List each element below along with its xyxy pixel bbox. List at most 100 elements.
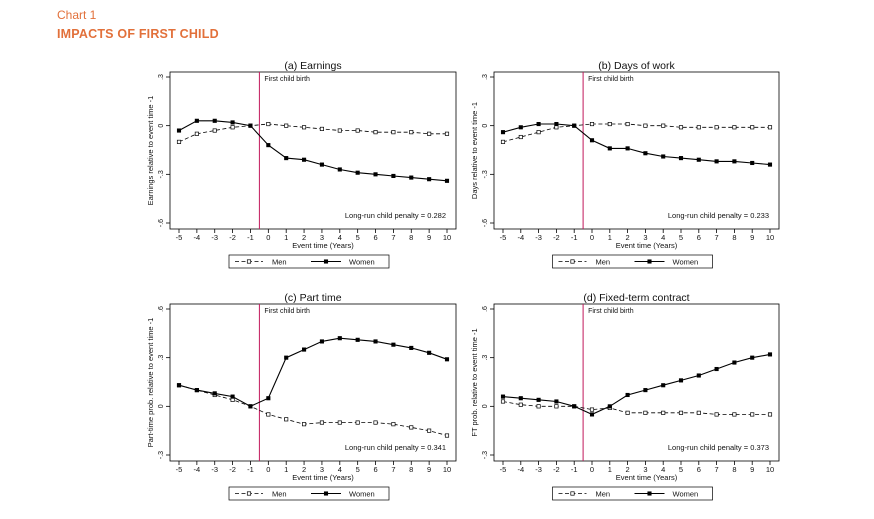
series-men <box>500 121 773 144</box>
y-tick-label: .3 <box>482 355 489 361</box>
x-tick-label: 9 <box>750 465 754 474</box>
data-point <box>194 388 199 393</box>
data-point <box>302 422 307 427</box>
x-tick-label: 0 <box>266 233 270 242</box>
legend-label-men: Men <box>596 258 611 267</box>
data-point <box>302 347 307 352</box>
data-point <box>625 146 630 151</box>
y-axis-label: Earnings relative to event time -1 <box>146 96 155 206</box>
data-point <box>427 350 432 355</box>
data-point <box>536 404 541 409</box>
legend-box <box>552 254 713 269</box>
x-tick-label: 6 <box>697 233 701 242</box>
data-point <box>732 412 737 417</box>
data-point <box>572 404 577 409</box>
data-point <box>444 131 450 136</box>
data-point <box>750 125 755 130</box>
data-point <box>696 410 701 415</box>
x-tick-label: 1 <box>284 465 288 474</box>
x-tick-label: -5 <box>176 465 183 474</box>
y-tick-label: -.6 <box>482 219 489 227</box>
x-axis-label: Event time (Years) <box>292 241 354 250</box>
x-tick-label: -1 <box>247 233 254 242</box>
data-point <box>176 383 182 388</box>
x-tick-label: 4 <box>338 233 342 242</box>
x-tick-label: -1 <box>571 465 578 474</box>
chart-panel: (d) Fixed-term contract .6 .3 0 -.3 FT prob. … <box>470 292 780 501</box>
data-point <box>750 160 755 166</box>
legend-box <box>552 486 713 501</box>
legend-marker-women <box>323 259 329 264</box>
data-point <box>750 355 755 360</box>
data-point <box>732 125 737 130</box>
legend-marker-men <box>570 491 575 496</box>
y-tick-label: .3 <box>158 355 165 361</box>
y-axis-label: Part-time prob. relative to event time -… <box>146 318 155 448</box>
x-axis-label: Event time (Years) <box>292 473 354 482</box>
data-point <box>767 125 773 130</box>
data-point <box>661 410 666 415</box>
x-tick-label: 6 <box>373 465 377 474</box>
series-men <box>500 399 773 417</box>
legend-label-women: Women <box>673 490 699 499</box>
data-point <box>444 178 450 183</box>
x-tick-label: 2 <box>626 233 630 242</box>
legend-label-women: Women <box>673 258 699 267</box>
data-point <box>625 410 630 415</box>
series-women <box>500 352 773 417</box>
data-point <box>319 162 324 167</box>
data-point <box>391 173 396 179</box>
data-point <box>518 134 523 140</box>
data-point <box>767 412 773 417</box>
x-tick-label: 9 <box>427 465 431 474</box>
x-axis-label: Event time (Years) <box>616 241 678 250</box>
data-point <box>678 410 684 415</box>
data-point <box>518 125 523 130</box>
data-point <box>625 392 630 398</box>
y-tick-label: -.3 <box>158 451 165 459</box>
data-point <box>643 410 648 415</box>
x-tick-label: 9 <box>750 233 754 242</box>
penalty-annotation: Long-run child penalty = 0.341 <box>345 443 446 452</box>
series-women <box>176 118 450 183</box>
data-point <box>607 146 612 151</box>
data-point <box>337 128 342 133</box>
data-point <box>284 123 289 128</box>
plot-frame <box>169 303 457 462</box>
x-tick-label: 0 <box>590 233 594 242</box>
data-point <box>643 388 648 393</box>
data-point <box>284 355 289 360</box>
data-point <box>678 378 684 383</box>
x-tick-label: 6 <box>373 233 377 242</box>
data-point <box>284 417 289 422</box>
x-tick-label: -3 <box>211 233 218 242</box>
data-point <box>212 391 217 396</box>
x-tick-label: 0 <box>590 465 594 474</box>
y-tick-label: -.3 <box>482 451 489 459</box>
data-point <box>589 138 595 143</box>
data-point <box>337 167 342 172</box>
data-point <box>625 121 630 127</box>
x-tick-label: -4 <box>194 233 201 242</box>
data-point <box>714 412 719 417</box>
y-tick-label: 0 <box>482 124 489 128</box>
series-women <box>500 121 773 167</box>
data-point <box>355 337 360 342</box>
x-tick-label: 5 <box>679 465 683 474</box>
series-women <box>176 336 450 409</box>
x-tick-label: -2 <box>229 465 236 474</box>
chart-title: (c) Part time <box>284 292 341 304</box>
data-point <box>444 357 450 362</box>
x-tick-label: -2 <box>553 465 560 474</box>
x-tick-label: -4 <box>517 465 524 474</box>
legend-marker-women <box>323 491 329 496</box>
x-tick-label: 3 <box>320 465 324 474</box>
series-line <box>502 401 770 415</box>
data-point <box>427 131 432 136</box>
data-point <box>176 128 182 133</box>
x-tick-label: 2 <box>626 465 630 474</box>
data-point <box>319 339 324 344</box>
x-tick-label: -5 <box>176 233 183 242</box>
